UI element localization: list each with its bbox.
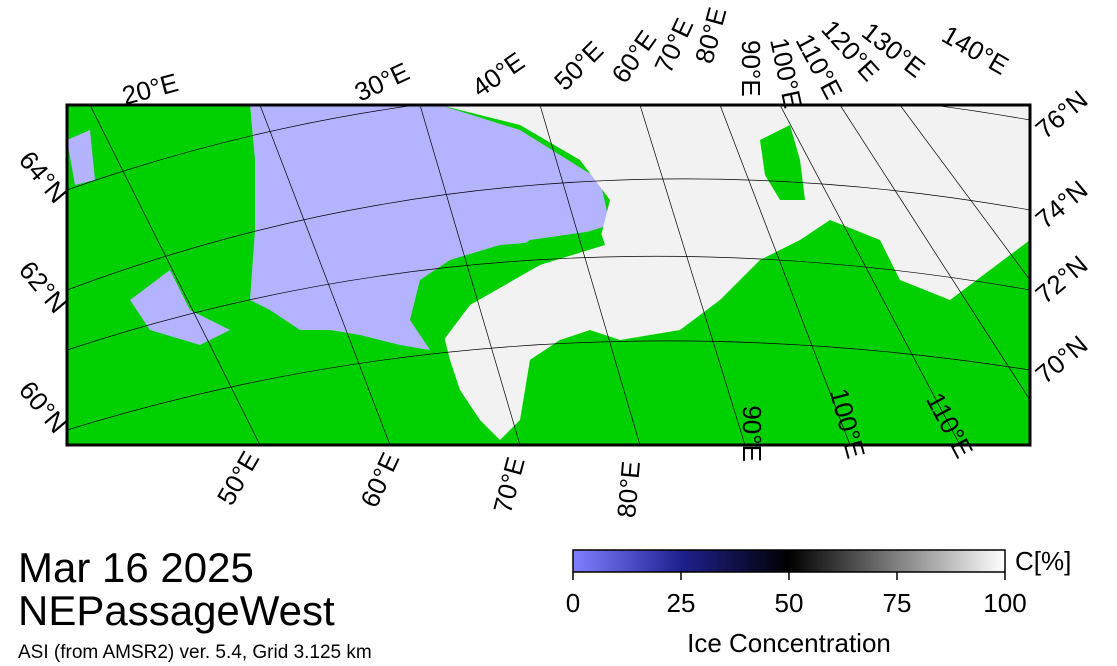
map <box>67 105 1030 445</box>
colorbar-tick-label: 100 <box>983 588 1026 618</box>
map-frame <box>65 103 1032 447</box>
longitude-label: 140°E <box>937 19 1014 81</box>
longitude-label: 80°E <box>689 4 733 67</box>
colorbar-tick-label: 0 <box>566 588 580 618</box>
longitude-label: 50°E <box>211 446 265 510</box>
colorbar-title: Ice Concentration <box>687 628 891 658</box>
longitude-label: 90°E <box>737 405 767 462</box>
graticule <box>67 105 1030 445</box>
longitude-label: 70°E <box>487 454 531 517</box>
colorbar <box>572 549 1006 573</box>
longitude-label: 90°E <box>736 40 766 97</box>
land <box>520 340 575 440</box>
longitude-label: 60°E <box>354 448 405 512</box>
colorbar-ticks: 0 25 50 75 100 <box>566 572 1027 618</box>
open-water <box>250 105 610 350</box>
colorbar-tick-label: 50 <box>775 588 804 618</box>
land <box>760 125 805 200</box>
longitude-label: 50°E <box>548 35 609 96</box>
product: ASI (from AMSR2) ver. 5.4, Grid 3.125 km <box>18 642 372 663</box>
date: Mar 16 2025 <box>18 544 254 591</box>
water <box>67 130 95 185</box>
colorbar-unit: C[%] <box>1015 546 1071 576</box>
latitude-label: 72°N <box>1030 249 1094 309</box>
right-labels: 76°N 74°N 72°N 70°N <box>1030 84 1094 389</box>
latitude-label: 62°N <box>13 255 73 319</box>
latitude-label: 60°N <box>13 375 73 439</box>
latitude-label: 64°N <box>13 145 73 209</box>
left-labels: 64°N 62°N 60°N <box>13 145 73 439</box>
longitude-label: 80°E <box>611 460 646 519</box>
colorbar-tick-label: 25 <box>667 588 696 618</box>
sea-ice <box>440 105 1030 440</box>
longitude-label: 30°E <box>350 56 414 107</box>
latitude-label: 70°N <box>1030 329 1094 389</box>
top-labels: 20°E 30°E 40°E 50°E60°E70°E80°E90°E100°E110… <box>119 4 1014 111</box>
latitude-label: 74°N <box>1030 174 1094 234</box>
latitude-label: 76°N <box>1030 84 1094 144</box>
region: NEPassageWest <box>18 587 335 634</box>
longitude-label: 40°E <box>466 46 530 103</box>
colorbar-tick-label: 75 <box>883 588 912 618</box>
water <box>130 270 230 345</box>
